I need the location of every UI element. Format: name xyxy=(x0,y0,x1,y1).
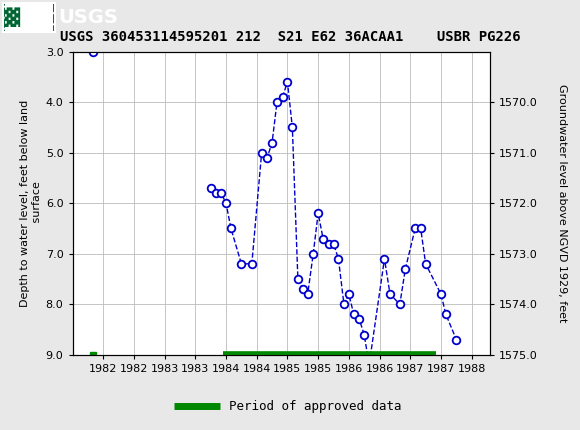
Y-axis label: Groundwater level above NGVD 1929, feet: Groundwater level above NGVD 1929, feet xyxy=(557,84,567,322)
Text: ▓: ▓ xyxy=(5,8,20,28)
Bar xyxy=(3,3,55,32)
Bar xyxy=(5,4,53,31)
Text: USGS: USGS xyxy=(58,8,118,27)
Text: USGS 360453114595201 212  S21 E62 36ACAA1    USBR PG226: USGS 360453114595201 212 S21 E62 36ACAA1… xyxy=(60,30,520,44)
Y-axis label: Depth to water level, feet below land
 surface: Depth to water level, feet below land su… xyxy=(20,100,42,307)
Text: Period of approved data: Period of approved data xyxy=(229,400,401,413)
